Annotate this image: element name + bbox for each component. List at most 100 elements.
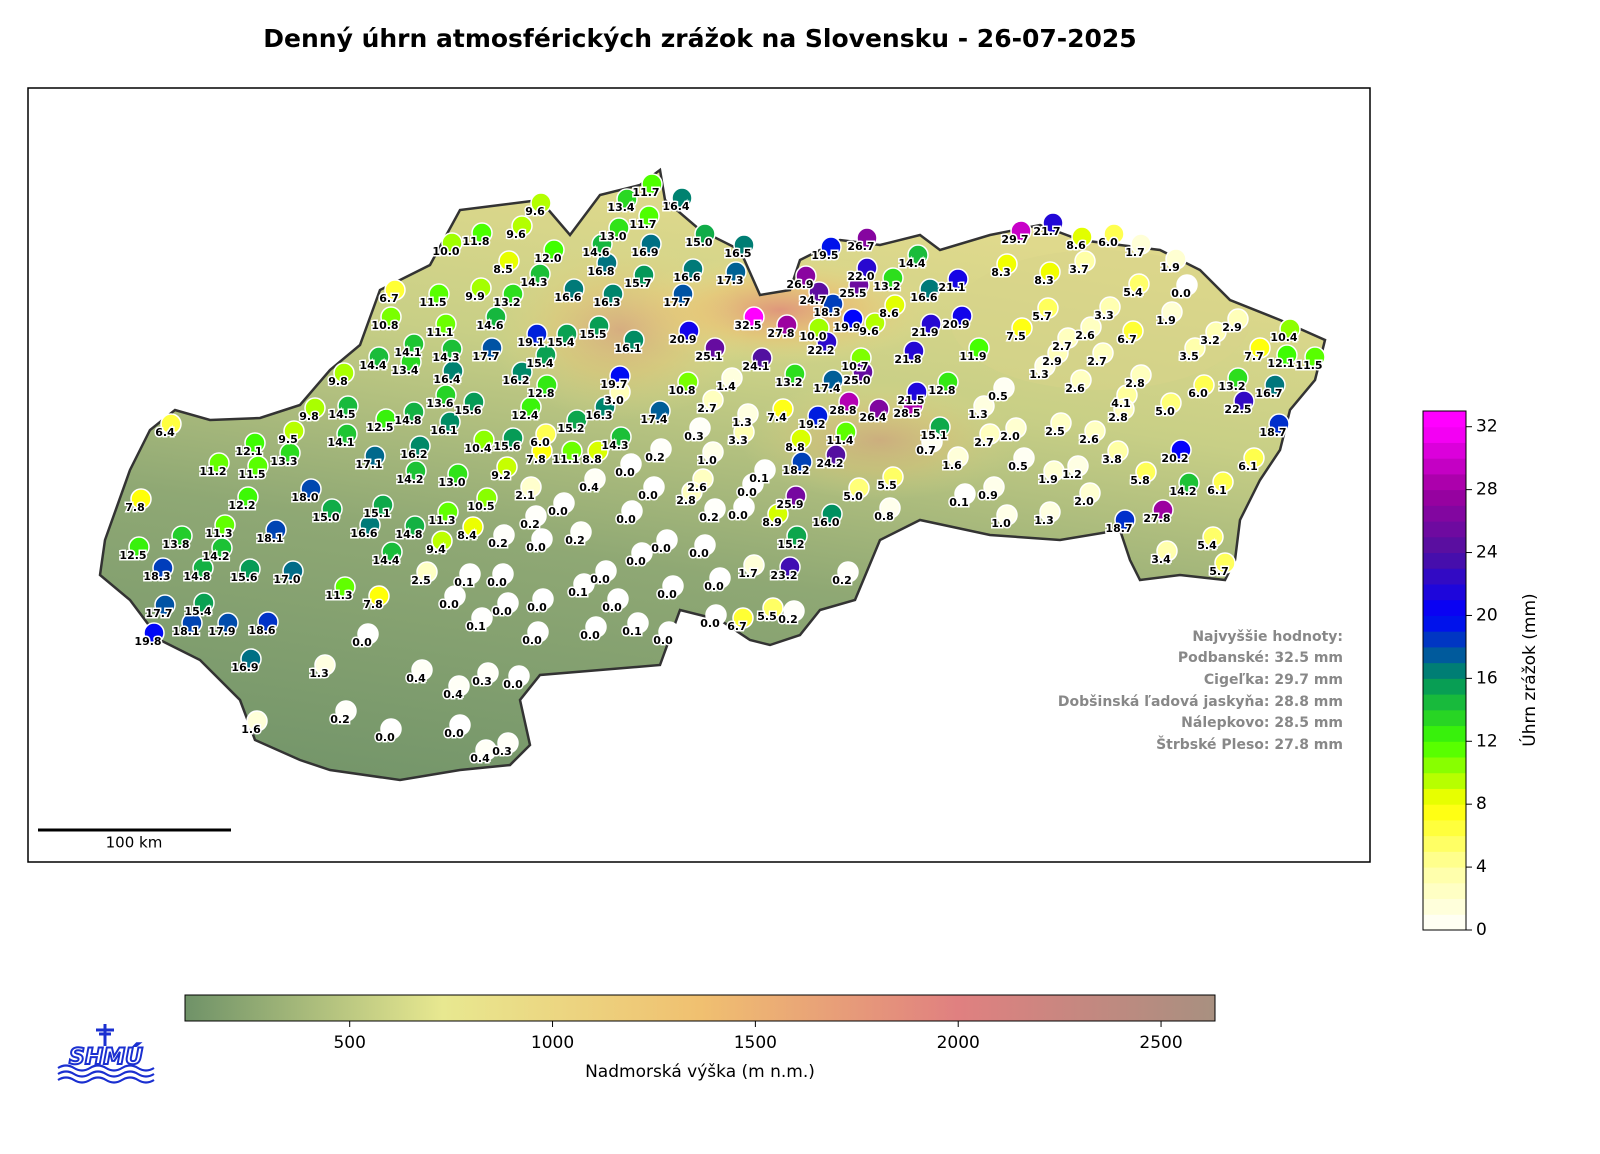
station-label: 16.6 [910, 291, 937, 304]
station-label: 2.8 [1108, 411, 1128, 424]
station-marker [733, 234, 755, 256]
station-marker [785, 485, 807, 507]
station-label: 26.9 [786, 278, 813, 291]
station-marker [428, 283, 450, 305]
station-marker [677, 371, 699, 393]
elevation-colorbar: 500 1000 1500 2000 2500 [184, 994, 1216, 1053]
station-marker [795, 265, 817, 287]
station-marker [689, 417, 711, 439]
station-marker [638, 205, 660, 227]
station-label: 17.7 [145, 607, 172, 620]
station-marker [154, 594, 176, 616]
station-label: 8.8 [785, 441, 805, 454]
station-marker [973, 395, 995, 417]
station-marker [1212, 471, 1234, 493]
station-marker [511, 361, 533, 383]
colorbar-step [1423, 819, 1466, 837]
station-label: 14.2 [202, 550, 229, 563]
station-label: 0.1 [466, 620, 486, 633]
station-label: 12.8 [928, 384, 955, 397]
station-marker [444, 585, 466, 607]
station-label: 13.6 [426, 397, 453, 410]
station-label: 0.7 [916, 444, 936, 457]
station-label: 3.4 [1151, 553, 1171, 566]
station-marker [1165, 248, 1187, 270]
colorbar-step [1423, 788, 1466, 805]
station-marker [1156, 540, 1178, 562]
station-marker [357, 623, 379, 645]
station-marker [244, 432, 266, 454]
station-marker [1070, 369, 1092, 391]
station-marker [1099, 296, 1121, 318]
station-label: 0.1 [568, 586, 588, 599]
station-marker [211, 537, 233, 559]
station-label: 0.0 [700, 617, 720, 630]
station-marker [1092, 342, 1114, 364]
station-label: 17.4 [640, 413, 667, 426]
station-label: 5.5 [757, 610, 777, 623]
colorbar-step [1423, 757, 1466, 774]
station-label: 15.1 [363, 507, 390, 520]
station-label: 11.1 [552, 453, 579, 466]
station-marker [214, 514, 236, 536]
station-marker [620, 453, 642, 475]
station-label: 20.9 [942, 318, 969, 331]
station-marker [1205, 321, 1227, 343]
station-label: 0.0 [602, 601, 622, 614]
station-marker [835, 421, 857, 443]
station-marker [1074, 250, 1096, 272]
station-label: 16.9 [231, 661, 258, 674]
colorbar-tick-label: 4 [1476, 857, 1487, 877]
station-label: 16.6 [350, 527, 377, 540]
station-marker [705, 604, 727, 626]
station-marker [1039, 261, 1061, 283]
colorbar-step [1423, 426, 1466, 443]
station-label: 2.6 [687, 481, 707, 494]
station-marker [907, 244, 929, 266]
station-label: 14.8 [394, 414, 421, 427]
station-marker [437, 501, 459, 523]
station-marker [283, 420, 305, 442]
station-marker [609, 381, 631, 403]
station-label: 7.8 [526, 453, 546, 466]
station-marker [649, 400, 671, 422]
station-marker [947, 446, 969, 468]
station-marker [587, 440, 609, 462]
station-label: 5.7 [1032, 310, 1052, 323]
colorbar-step [1423, 442, 1466, 459]
station-label: 15.5 [579, 328, 606, 341]
station-marker [1050, 412, 1072, 434]
colorbar-step [1423, 741, 1466, 758]
highlight: Dobšinská ľadová jaskyňa: 28.8 mm [1058, 694, 1343, 710]
station-marker [1034, 355, 1056, 377]
station-label: 11.4 [826, 434, 853, 447]
colorbar-step [1423, 851, 1466, 868]
station-label: 11.5 [419, 296, 446, 309]
station-marker [937, 371, 959, 393]
station-label: 18.7 [1105, 522, 1132, 535]
station-marker [968, 337, 990, 359]
station-label: 1.9 [1156, 314, 1176, 327]
station-label: 16.5 [724, 247, 751, 260]
station-label: 21.8 [894, 353, 921, 366]
station-label: 3.7 [1069, 263, 1089, 276]
station-marker [694, 223, 716, 245]
station-label: 12.8 [527, 387, 554, 400]
station-marker [442, 360, 464, 382]
station-label: 5.4 [1123, 286, 1143, 299]
station-marker [779, 556, 801, 578]
station-marker [906, 381, 928, 403]
station-label: 0.2 [488, 537, 508, 550]
elevation-tick-label: 500 [333, 1033, 365, 1053]
colorbar-step [1423, 615, 1466, 632]
station-label: 1.6 [241, 723, 261, 736]
colorbar-tick-label: 0 [1476, 920, 1487, 940]
station-label: 18.0 [291, 491, 318, 504]
station-label: 14.4 [372, 554, 399, 567]
station-marker [1152, 499, 1174, 521]
highlight: Cigeľka: 29.7 mm [1204, 672, 1343, 688]
station-label: 1.3 [968, 408, 988, 421]
station-label: 14.2 [1169, 485, 1196, 498]
station-label: 5.7 [1209, 565, 1229, 578]
